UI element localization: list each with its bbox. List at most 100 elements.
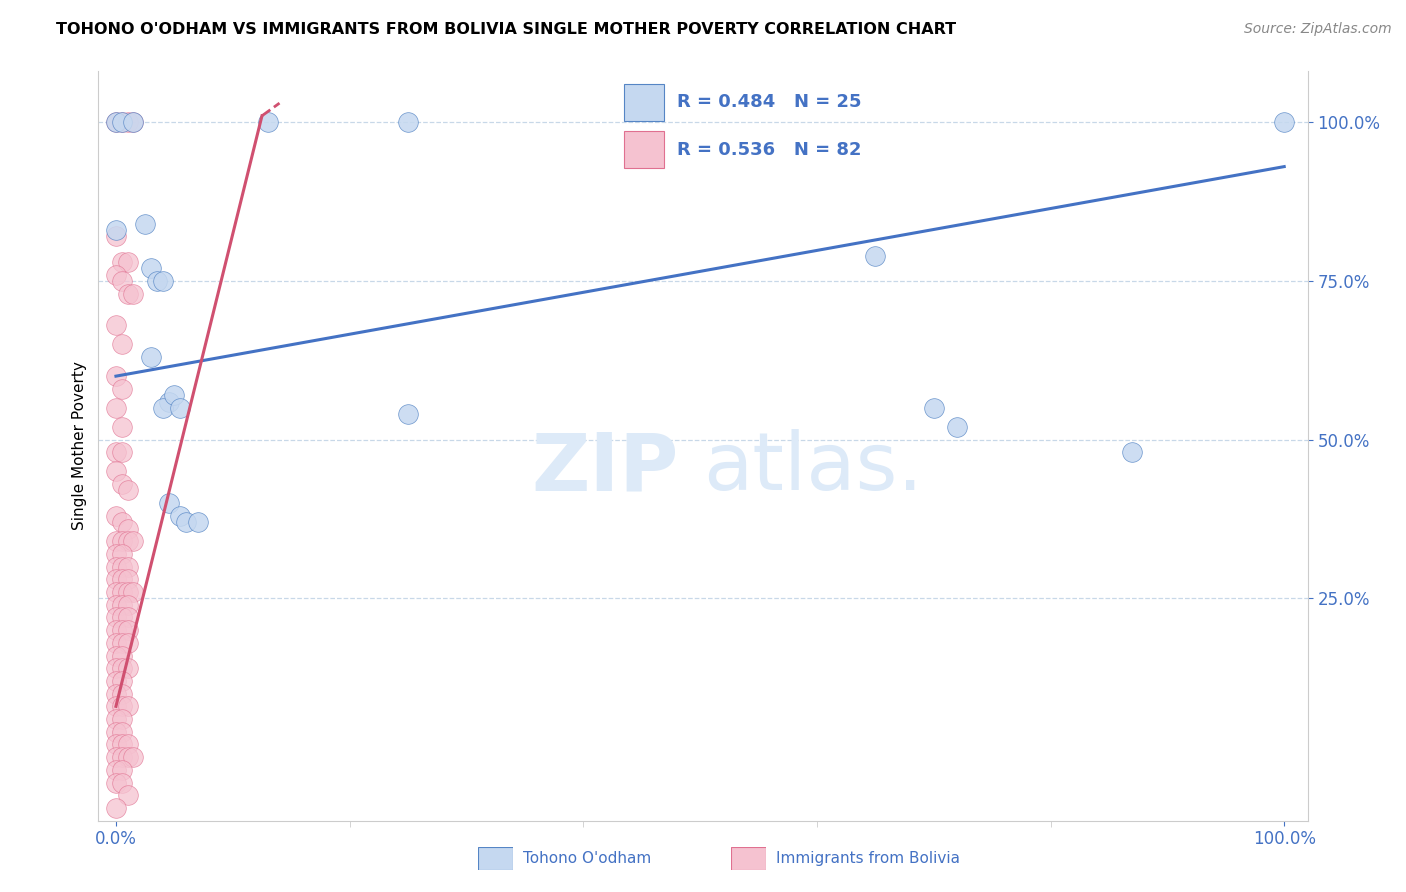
- Point: [104, 636, 127, 650]
- Point: [1121, 445, 1143, 459]
- Point: [117, 738, 139, 752]
- Point: [111, 382, 134, 396]
- Point: [117, 572, 139, 586]
- Point: [117, 750, 139, 764]
- Point: [104, 369, 127, 384]
- Point: [111, 699, 134, 714]
- Point: [104, 445, 127, 459]
- FancyBboxPatch shape: [624, 84, 664, 121]
- Point: [117, 610, 139, 624]
- Point: [104, 229, 127, 244]
- Point: [104, 115, 127, 129]
- Point: [117, 286, 139, 301]
- Point: [104, 623, 127, 637]
- Point: [117, 534, 139, 549]
- Point: [122, 585, 145, 599]
- Point: [111, 661, 134, 675]
- Point: [111, 534, 134, 549]
- Point: [146, 274, 169, 288]
- Point: [104, 508, 127, 523]
- Point: [122, 115, 145, 129]
- Y-axis label: Single Mother Poverty: Single Mother Poverty: [72, 361, 87, 531]
- Point: [139, 261, 162, 276]
- Point: [111, 274, 134, 288]
- Text: R = 0.536   N = 82: R = 0.536 N = 82: [676, 141, 860, 159]
- Point: [111, 750, 134, 764]
- Point: [111, 610, 134, 624]
- Point: [111, 420, 134, 434]
- Point: [396, 115, 419, 129]
- Point: [169, 508, 191, 523]
- Point: [111, 515, 134, 529]
- Text: R = 0.484   N = 25: R = 0.484 N = 25: [676, 94, 860, 112]
- Point: [104, 534, 127, 549]
- Point: [111, 255, 134, 269]
- Point: [111, 559, 134, 574]
- Point: [256, 115, 278, 129]
- Point: [104, 750, 127, 764]
- Point: [104, 547, 127, 561]
- FancyBboxPatch shape: [624, 131, 664, 168]
- Point: [104, 648, 127, 663]
- Point: [187, 515, 209, 529]
- Point: [111, 623, 134, 637]
- Point: [111, 477, 134, 491]
- Point: [104, 673, 127, 688]
- Text: ZIP: ZIP: [531, 429, 679, 508]
- Point: [111, 712, 134, 726]
- Point: [104, 401, 127, 415]
- Point: [396, 407, 419, 421]
- Point: [174, 515, 197, 529]
- Point: [117, 115, 139, 129]
- Point: [111, 636, 134, 650]
- Point: [946, 420, 969, 434]
- Point: [111, 585, 134, 599]
- Point: [111, 337, 134, 351]
- Point: [117, 661, 139, 675]
- Point: [111, 445, 134, 459]
- Point: [104, 572, 127, 586]
- Text: Source: ZipAtlas.com: Source: ZipAtlas.com: [1244, 22, 1392, 37]
- Text: atlas.: atlas.: [703, 429, 922, 508]
- Point: [104, 268, 127, 282]
- Point: [104, 712, 127, 726]
- Point: [104, 661, 127, 675]
- Point: [134, 217, 156, 231]
- Point: [111, 687, 134, 701]
- Point: [104, 738, 127, 752]
- Point: [117, 623, 139, 637]
- Text: TOHONO O'ODHAM VS IMMIGRANTS FROM BOLIVIA SINGLE MOTHER POVERTY CORRELATION CHAR: TOHONO O'ODHAM VS IMMIGRANTS FROM BOLIVI…: [56, 22, 956, 37]
- Point: [104, 775, 127, 789]
- Point: [922, 401, 945, 415]
- Point: [111, 572, 134, 586]
- Point: [104, 223, 127, 237]
- Point: [104, 559, 127, 574]
- Point: [122, 534, 145, 549]
- Point: [117, 522, 139, 536]
- Point: [111, 763, 134, 777]
- Point: [139, 350, 162, 364]
- Point: [104, 318, 127, 333]
- Point: [122, 750, 145, 764]
- Point: [152, 401, 174, 415]
- Point: [152, 274, 174, 288]
- Point: [865, 248, 887, 262]
- Point: [117, 559, 139, 574]
- Point: [111, 547, 134, 561]
- Point: [111, 673, 134, 688]
- Point: [104, 464, 127, 478]
- Point: [111, 738, 134, 752]
- Point: [104, 763, 127, 777]
- Point: [104, 724, 127, 739]
- Point: [111, 115, 134, 129]
- Point: [117, 598, 139, 612]
- Point: [104, 687, 127, 701]
- Point: [104, 115, 127, 129]
- Point: [111, 115, 134, 129]
- Point: [117, 636, 139, 650]
- Point: [104, 585, 127, 599]
- Point: [117, 699, 139, 714]
- Point: [169, 401, 191, 415]
- Point: [117, 585, 139, 599]
- Point: [122, 115, 145, 129]
